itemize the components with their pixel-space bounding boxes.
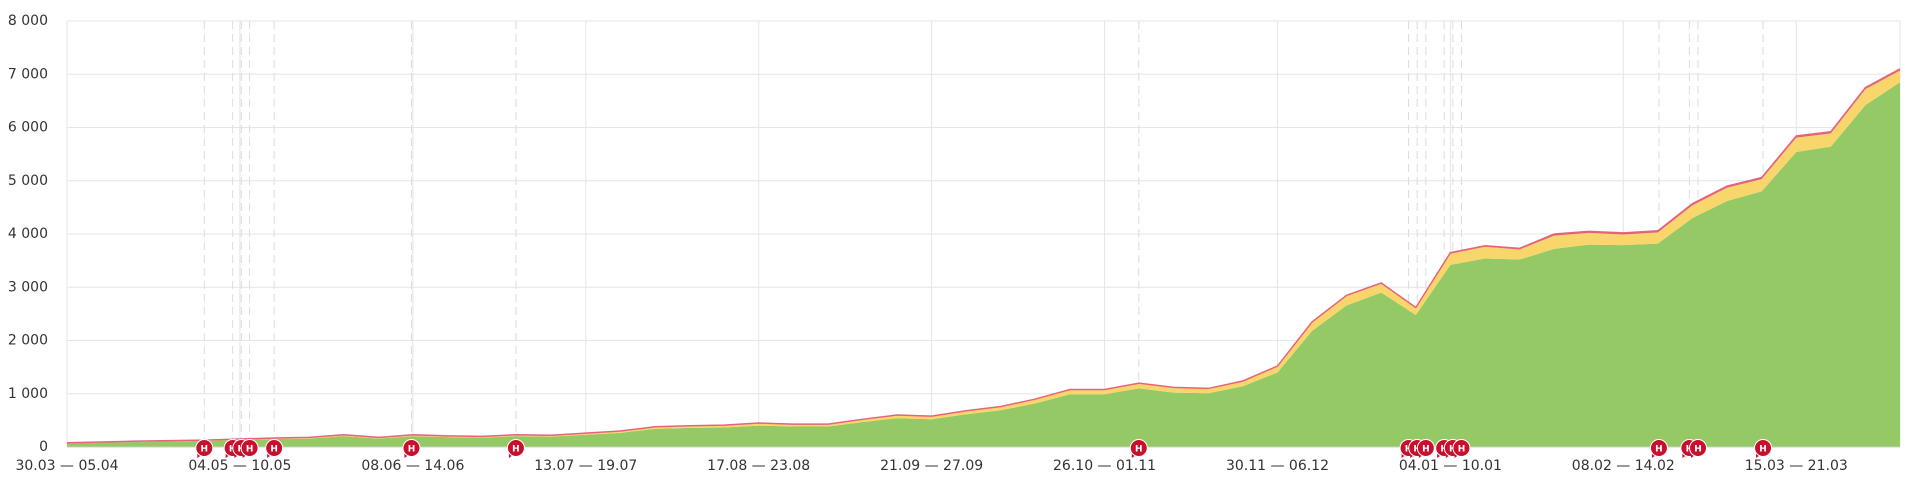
event-marker-dot bbox=[1754, 439, 1773, 457]
event-marker-label: H bbox=[1458, 445, 1466, 455]
area bbox=[67, 82, 1900, 448]
y-tick-label: 7 000 bbox=[8, 66, 48, 82]
y-tick-label: 4 000 bbox=[8, 226, 48, 242]
event-marker-label: H bbox=[1655, 445, 1663, 455]
y-tick-label: 3 000 bbox=[8, 279, 48, 295]
event-marker-label: H bbox=[270, 445, 278, 455]
y-tick-label: 5 000 bbox=[8, 173, 48, 189]
event-marker-dot bbox=[1129, 439, 1148, 457]
event-marker: H bbox=[506, 439, 525, 458]
event-marker: H bbox=[1689, 439, 1708, 458]
event-marker: H bbox=[1649, 439, 1668, 458]
event-marker-label: H bbox=[1759, 445, 1767, 455]
x-tick-label: 17.08 — 23.08 bbox=[707, 458, 810, 474]
x-tick-label: 21.09 — 27.09 bbox=[880, 458, 983, 474]
x-tick-label: 26.10 — 01.11 bbox=[1053, 458, 1156, 474]
y-tick-label: 2 000 bbox=[8, 333, 48, 349]
event-marker-dot bbox=[1452, 439, 1471, 457]
x-tick-label: 15.03 — 21.03 bbox=[1745, 458, 1848, 474]
event-marker-label: H bbox=[512, 445, 520, 455]
event-marker: H bbox=[402, 439, 421, 458]
event-marker: H bbox=[1452, 439, 1471, 458]
event-marker-label: H bbox=[246, 445, 254, 455]
x-tick-label: 30.11 — 06.12 bbox=[1226, 458, 1329, 474]
y-tick-label: 8 000 bbox=[8, 13, 48, 29]
event-marker-dot bbox=[402, 439, 421, 457]
x-tick-label: 08.02 — 14.02 bbox=[1572, 458, 1675, 474]
event-marker-dot bbox=[265, 439, 284, 457]
area-edge bbox=[66, 68, 1901, 444]
event-marker: H bbox=[1416, 439, 1435, 458]
event-marker: H bbox=[265, 439, 284, 458]
event-marker: H bbox=[240, 439, 259, 458]
event-marker: H bbox=[195, 439, 214, 458]
x-tick-label: 08.06 — 14.06 bbox=[361, 458, 464, 474]
event-marker-label: H bbox=[201, 445, 209, 455]
event-marker-dot bbox=[1416, 439, 1435, 457]
y-tick-label: 0 bbox=[39, 439, 48, 455]
event-marker-label: H bbox=[408, 445, 416, 455]
x-tick-label: 04.05 — 10.05 bbox=[188, 458, 291, 474]
event-marker-label: H bbox=[1422, 445, 1430, 455]
event-marker-label: H bbox=[1694, 445, 1702, 455]
event-marker-dot bbox=[1689, 439, 1708, 457]
event-marker-dot bbox=[240, 439, 259, 457]
x-tick-label: 30.03 — 05.04 bbox=[15, 458, 118, 474]
event-marker: H bbox=[1754, 439, 1773, 458]
event-marker-dot bbox=[195, 439, 214, 457]
x-tick-label: 13.07 — 19.07 bbox=[534, 458, 637, 474]
event-marker: H bbox=[1129, 439, 1148, 458]
y-tick-label: 1 000 bbox=[8, 386, 48, 402]
event-marker-dot bbox=[1649, 439, 1668, 457]
event-marker-dot bbox=[506, 439, 525, 457]
y-tick-label: 6 000 bbox=[8, 120, 48, 136]
x-tick-label: 04.01 — 10.01 bbox=[1399, 458, 1502, 474]
event-marker-label: H bbox=[1135, 445, 1143, 455]
